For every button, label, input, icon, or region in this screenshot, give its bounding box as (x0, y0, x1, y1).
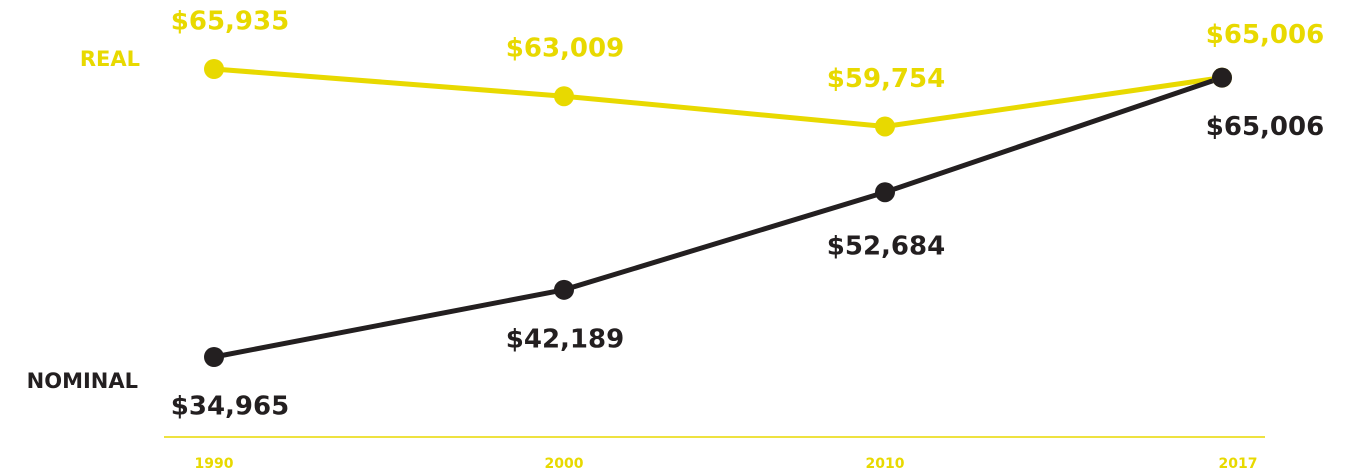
x-tick-label: 2017 (1219, 456, 1258, 472)
x-tick-label: 2010 (866, 456, 905, 472)
point (1212, 67, 1232, 88)
value-label: $52,684 (827, 232, 945, 262)
point (554, 86, 574, 107)
series-label: REAL (80, 47, 140, 71)
value-label: $65,006 (1206, 112, 1324, 142)
value-label: $59,754 (827, 64, 945, 94)
point (204, 59, 224, 79)
series-label: NOMINAL (27, 369, 138, 393)
value-label: $63,009 (506, 34, 624, 64)
series-line (213, 66, 1223, 129)
value-label: $65,006 (1206, 20, 1324, 50)
point (875, 116, 895, 137)
point (204, 347, 224, 367)
value-label: $42,189 (506, 324, 624, 354)
point (875, 182, 895, 203)
point (554, 279, 574, 300)
x-tick-label: 2000 (545, 456, 584, 472)
value-label: $34,965 (171, 392, 289, 422)
value-label: $65,935 (171, 7, 289, 37)
x-tick-label: 1990 (195, 456, 234, 472)
series-line (213, 75, 1223, 360)
